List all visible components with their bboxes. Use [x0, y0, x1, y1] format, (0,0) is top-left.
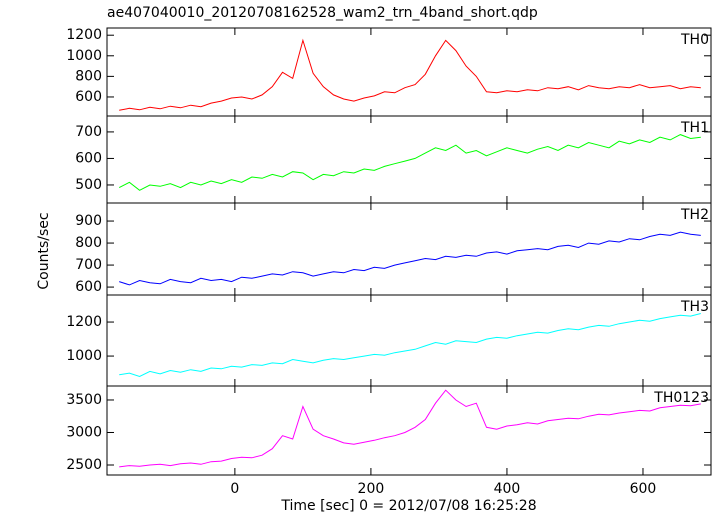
- chart-title: ae407040010_20120708162528_wam2_trn_4ban…: [107, 5, 538, 21]
- y-tick-label: 500: [75, 177, 102, 193]
- x-axis-label: Time [sec] 0 = 2012/07/08 16:25:28: [280, 498, 536, 514]
- y-tick-label: 700: [75, 124, 102, 140]
- x-tick-label: 600: [630, 481, 657, 497]
- y-tick-label: 800: [75, 235, 102, 251]
- x-tick-label: 200: [358, 481, 385, 497]
- y-tick-label: 900: [75, 213, 102, 229]
- data-line: [119, 231, 701, 286]
- y-tick-label: 1200: [66, 27, 102, 43]
- x-tick-label: 0: [230, 481, 239, 497]
- y-tick-label: 700: [75, 257, 102, 273]
- y-tick-label: 3500: [66, 392, 102, 408]
- panel-label: TH1: [680, 120, 709, 136]
- y-tick-label: 3000: [66, 424, 102, 440]
- y-tick-label: 800: [75, 68, 102, 84]
- data-line: [119, 389, 701, 468]
- panel-frame: [106, 294, 712, 387]
- panel-frame: [106, 385, 712, 476]
- y-tick-label: 2500: [66, 457, 102, 473]
- data-line: [119, 313, 701, 378]
- data-line: [119, 38, 701, 111]
- panel-label: TH0: [680, 32, 709, 48]
- panel-frame: [106, 27, 712, 117]
- panel-label: TH0123: [653, 390, 709, 406]
- data-line: [118, 134, 701, 191]
- y-tick-label: 600: [75, 89, 102, 105]
- x-tick-label: 400: [494, 481, 521, 497]
- y-tick-label: 600: [75, 279, 102, 295]
- y-tick-label: 1000: [66, 48, 102, 64]
- y-tick-label: 600: [75, 150, 102, 166]
- y-tick-label: 1200: [66, 314, 102, 330]
- y-tick-label: 1000: [66, 348, 102, 364]
- y-axis-label: Counts/sec: [36, 212, 52, 289]
- panel-label: TH2: [680, 207, 709, 223]
- panel-frame: [106, 202, 712, 296]
- panel-label: TH3: [680, 299, 709, 315]
